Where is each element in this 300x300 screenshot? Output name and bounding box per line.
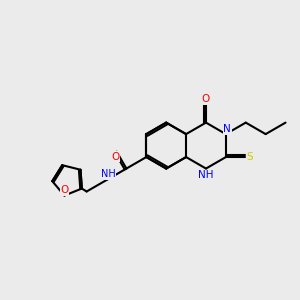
Text: O: O [111, 152, 119, 162]
Text: NH: NH [100, 169, 116, 179]
Text: N: N [104, 169, 112, 179]
Text: O: O [202, 94, 210, 104]
Text: NH: NH [198, 170, 214, 180]
Text: N: N [224, 124, 231, 134]
Text: O: O [60, 185, 68, 195]
Text: S: S [247, 152, 253, 162]
